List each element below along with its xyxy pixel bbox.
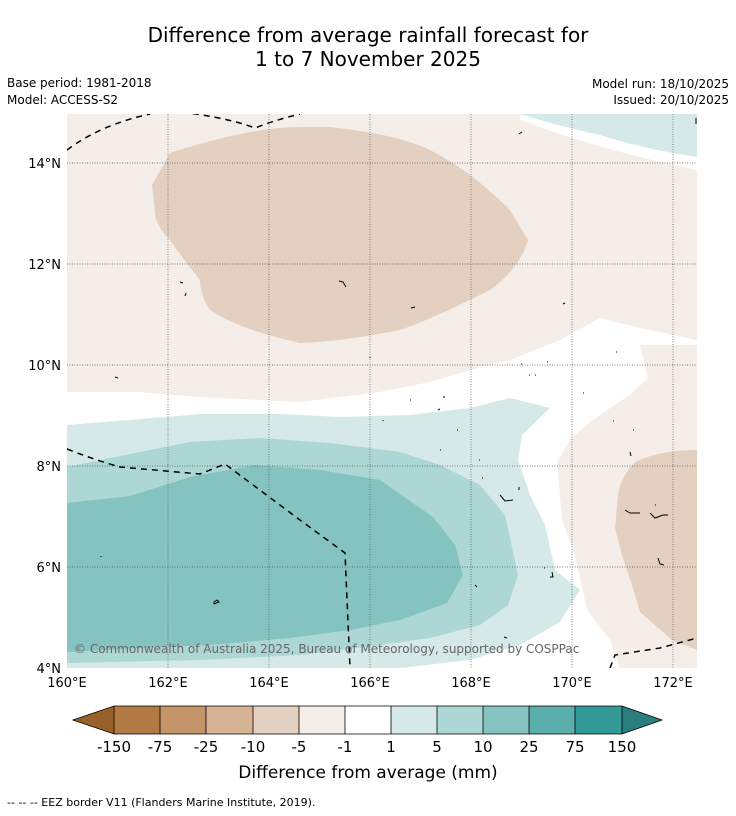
lon-label-170e: 170°E xyxy=(552,676,592,691)
colorbar-tick: -25 xyxy=(194,738,219,756)
colorbar-segment xyxy=(575,706,622,734)
colorbar-tick: -10 xyxy=(241,738,266,756)
lat-label-6n: 6°N xyxy=(37,561,62,576)
issued-text: Issued: 20/10/2025 xyxy=(613,93,729,107)
colorbar-ticks: -150 -75 -25 -10 -5 -1 1 5 10 25 75 150 xyxy=(97,738,636,756)
colorbar-segment xyxy=(253,706,299,734)
colorbar-segment xyxy=(206,706,253,734)
colorbar-tick: -75 xyxy=(148,738,173,756)
colorbar-tick: -5 xyxy=(292,738,307,756)
lon-label-164e: 164°E xyxy=(249,676,289,691)
colorbar-segment xyxy=(160,706,206,734)
colorbar-tick: 10 xyxy=(473,738,492,756)
rainfall-map: © Commonwealth of Australia 2025, Bureau… xyxy=(67,114,697,668)
lat-label-14n: 14°N xyxy=(28,157,61,172)
colorbar-arrow-right xyxy=(622,706,662,734)
colorbar-arrow-left xyxy=(73,706,114,734)
islands xyxy=(100,118,697,639)
lon-label-168e: 168°E xyxy=(451,676,491,691)
colorbar-tick: 5 xyxy=(432,738,442,756)
colorbar-segment xyxy=(345,706,391,734)
colorbar-segment xyxy=(483,706,529,734)
lat-label-10n: 10°N xyxy=(28,359,61,374)
zone-east-much-drier xyxy=(615,450,697,650)
zone-north-much-drier xyxy=(152,127,528,343)
colorbar-tick: 25 xyxy=(519,738,538,756)
colorbar-tick: 1 xyxy=(386,738,396,756)
lon-label-162e: 162°E xyxy=(148,676,188,691)
colorbar-segment xyxy=(114,706,160,734)
zone-south-very-much-wetter xyxy=(67,465,463,652)
colorbar-tick: 75 xyxy=(565,738,584,756)
lat-label-4n: 4°N xyxy=(37,662,62,677)
lon-label-160e: 160°E xyxy=(47,676,87,691)
colorbar-outline xyxy=(71,705,664,735)
colorbar-tick: -150 xyxy=(97,738,131,756)
lon-label-172e: 172°E xyxy=(653,676,693,691)
copyright-text: © Commonwealth of Australia 2025, Bureau… xyxy=(74,642,579,656)
zone-ne-wetter xyxy=(520,114,697,157)
colorbar-label: Difference from average (mm) xyxy=(238,763,497,783)
map-title-line2: 1 to 7 November 2025 xyxy=(255,47,481,71)
eez-borders xyxy=(67,114,697,668)
colorbar-segment xyxy=(391,706,437,734)
lon-labels: 160°E 162°E 164°E 166°E 168°E 170°E 172°… xyxy=(47,676,693,691)
colorbar: -150 -75 -25 -10 -5 -1 1 5 10 25 75 150 … xyxy=(71,705,664,783)
map-title-line1: Difference from average rainfall forecas… xyxy=(147,23,589,47)
lat-label-8n: 8°N xyxy=(37,460,62,475)
lon-label-166e: 166°E xyxy=(350,676,390,691)
colorbar-tick: 150 xyxy=(608,738,637,756)
base-period-text: Base period: 1981-2018 xyxy=(7,76,152,90)
lat-labels: 14°N 12°N 10°N 8°N 6°N 4°N xyxy=(28,157,61,677)
colorbar-tick: -1 xyxy=(338,738,353,756)
colorbar-segment xyxy=(437,706,483,734)
colorbar-segment xyxy=(299,706,345,734)
eez-legend-note: -- -- -- EEZ border V11 (Flanders Marine… xyxy=(7,796,316,809)
model-run-text: Model run: 18/10/2025 xyxy=(591,77,729,91)
colorbar-segment xyxy=(529,706,575,734)
map-gridlines xyxy=(67,114,697,668)
lat-label-12n: 12°N xyxy=(28,258,61,273)
model-text: Model: ACCESS-S2 xyxy=(7,93,119,107)
